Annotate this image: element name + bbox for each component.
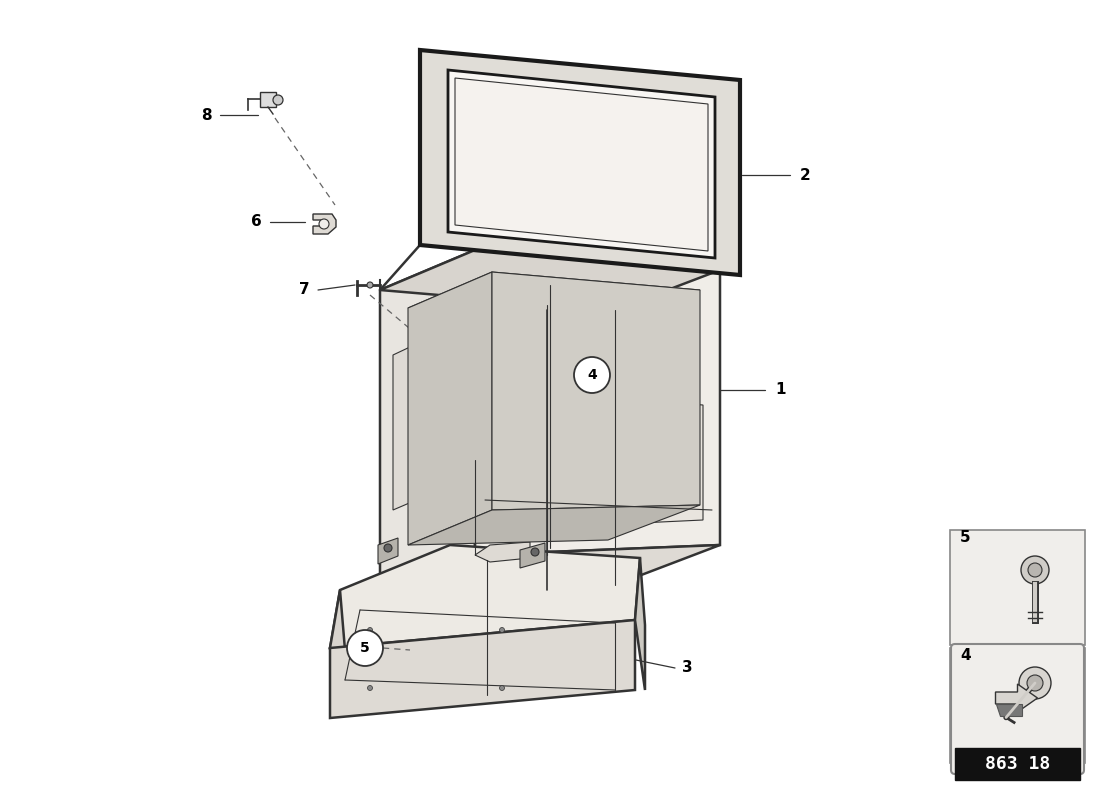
Polygon shape — [455, 78, 708, 251]
Polygon shape — [996, 684, 1037, 712]
Polygon shape — [520, 543, 544, 568]
FancyBboxPatch shape — [955, 748, 1080, 780]
Polygon shape — [408, 505, 700, 545]
Text: 4: 4 — [587, 368, 597, 382]
Polygon shape — [420, 50, 740, 275]
Circle shape — [1019, 667, 1050, 699]
FancyBboxPatch shape — [950, 648, 1085, 763]
Polygon shape — [330, 545, 640, 648]
Text: 3: 3 — [682, 661, 693, 675]
Polygon shape — [330, 590, 345, 650]
Polygon shape — [378, 538, 398, 564]
Text: 5: 5 — [360, 641, 370, 655]
Text: 4: 4 — [960, 648, 970, 663]
Polygon shape — [379, 250, 720, 310]
Polygon shape — [475, 542, 530, 562]
Polygon shape — [408, 272, 492, 545]
Polygon shape — [635, 558, 645, 690]
Circle shape — [1028, 563, 1042, 577]
Circle shape — [574, 357, 611, 393]
Polygon shape — [330, 620, 635, 718]
Circle shape — [1027, 675, 1043, 691]
Text: 8: 8 — [201, 107, 212, 122]
Polygon shape — [260, 92, 276, 107]
Polygon shape — [492, 390, 703, 530]
Circle shape — [531, 548, 539, 556]
Polygon shape — [379, 545, 720, 590]
Text: 7: 7 — [299, 282, 310, 298]
Text: 1: 1 — [776, 382, 785, 398]
Circle shape — [367, 627, 373, 633]
Circle shape — [384, 544, 392, 552]
Text: 6: 6 — [251, 214, 262, 230]
Polygon shape — [996, 704, 1022, 716]
FancyBboxPatch shape — [950, 530, 1085, 645]
Polygon shape — [314, 214, 336, 234]
Polygon shape — [408, 272, 700, 326]
Circle shape — [346, 630, 383, 666]
Text: 863 18: 863 18 — [984, 755, 1050, 773]
Circle shape — [367, 282, 373, 288]
Polygon shape — [475, 250, 720, 555]
Polygon shape — [393, 322, 463, 510]
Circle shape — [499, 627, 505, 633]
FancyBboxPatch shape — [952, 644, 1084, 774]
Text: 2: 2 — [800, 167, 811, 182]
Circle shape — [273, 95, 283, 105]
Polygon shape — [492, 272, 700, 510]
Circle shape — [367, 686, 373, 690]
Polygon shape — [448, 70, 715, 258]
Polygon shape — [379, 250, 475, 590]
Circle shape — [319, 219, 329, 229]
Circle shape — [499, 686, 505, 690]
Text: 5: 5 — [960, 530, 970, 545]
Circle shape — [1021, 556, 1049, 584]
